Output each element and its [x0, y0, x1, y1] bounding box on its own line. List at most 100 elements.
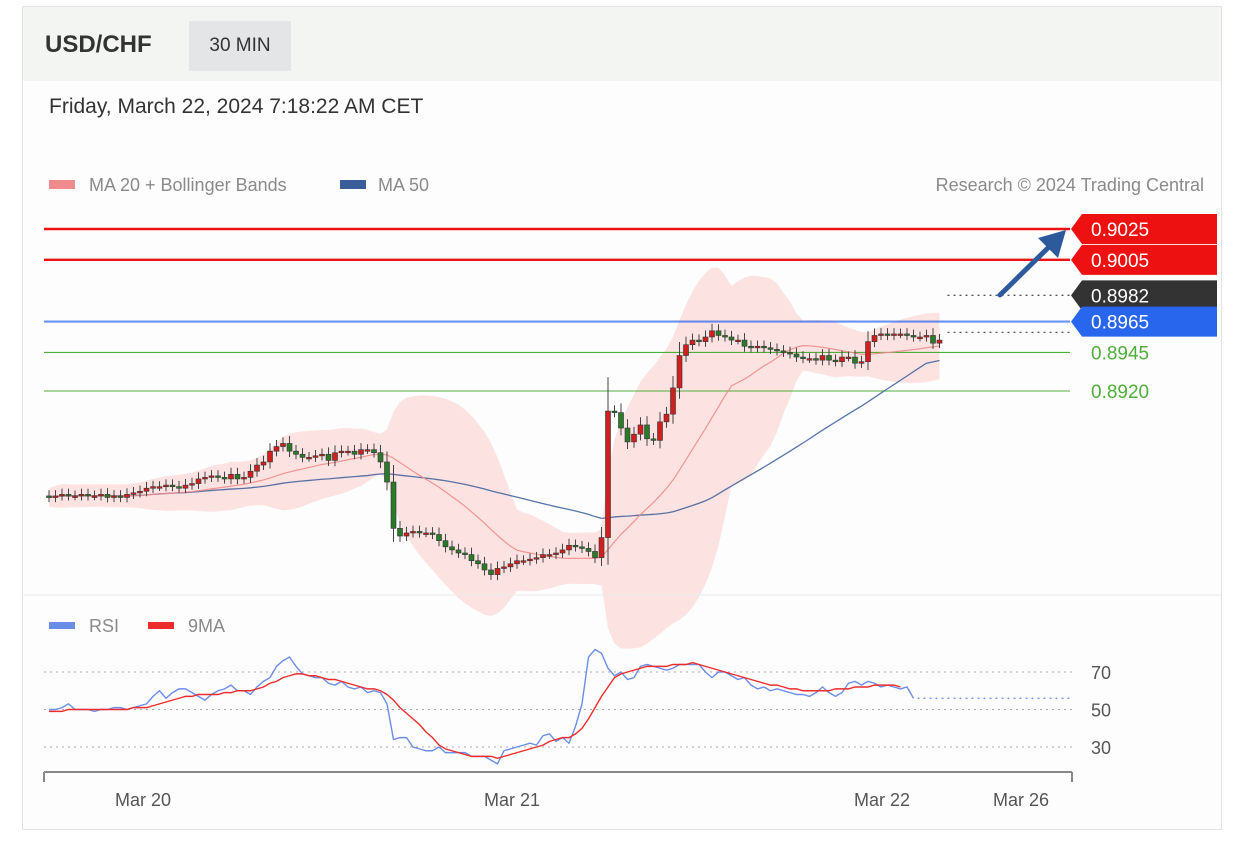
candle-body: [683, 344, 689, 356]
ma20-line: [48, 345, 940, 560]
candle-body: [865, 341, 871, 362]
candle-body: [78, 494, 85, 497]
candle-body: [663, 413, 670, 423]
candle-body: [611, 410, 618, 413]
candle-body: [475, 560, 481, 565]
support-level-label: 0.8920: [1091, 382, 1149, 403]
candle-body: [371, 449, 377, 454]
candle-body: [436, 534, 442, 541]
candle-body: [416, 531, 423, 534]
candle-body: [273, 446, 280, 452]
candle-body: [241, 477, 247, 480]
candle-body: [150, 486, 156, 489]
candle-body: [364, 449, 371, 452]
candle-body: [540, 554, 546, 558]
resistance-level-label: 0.9025: [1091, 220, 1149, 241]
candle-body: [332, 452, 338, 461]
rsi-ma-legend-label: 9MA: [188, 616, 225, 636]
candle-body: [325, 453, 332, 461]
candle-body: [254, 464, 260, 472]
candle-body: [104, 494, 111, 498]
support-level-label: 0.8945: [1091, 343, 1149, 364]
candle-body: [390, 481, 397, 529]
candle-body: [936, 339, 943, 344]
candle-body: [553, 552, 559, 555]
timestamp: Friday, March 22, 2024 7:18:22 AM CET: [49, 95, 424, 118]
candle-body: [676, 355, 683, 389]
candle-body: [423, 532, 429, 535]
x-tick-label: Mar 22: [854, 790, 910, 810]
pivot-level-tag: [1071, 306, 1217, 337]
candle-body: [871, 335, 878, 342]
timeframe-badge[interactable]: 30 MIN: [189, 21, 291, 71]
x-tick-label: Mar 26: [993, 790, 1049, 810]
candle-body: [286, 443, 293, 452]
candle-body: [481, 563, 488, 571]
candle-body: [221, 477, 228, 480]
candle-body: [182, 484, 189, 489]
resistance-level-label: 0.9005: [1091, 251, 1149, 272]
candle-body: [696, 339, 702, 342]
candle-body: [514, 560, 520, 565]
key-levels: [44, 227, 1070, 392]
header-bar: USD/CHF 30 MIN: [23, 7, 1221, 81]
ma50-legend-label: MA 50: [378, 175, 429, 195]
candle-body: [442, 540, 449, 548]
candle-body: [124, 494, 130, 498]
candle-body: [793, 353, 800, 358]
candle-body: [293, 450, 299, 455]
candle-body: [520, 560, 527, 563]
candle-body: [228, 474, 234, 480]
candle-body: [176, 486, 182, 489]
candle-body: [761, 345, 767, 349]
candle-body: [169, 484, 176, 488]
rsi-tick-label: 50: [1091, 701, 1111, 721]
candle-body: [546, 554, 553, 557]
candle-body: [319, 453, 325, 457]
candle-body: [260, 461, 267, 466]
candle-body: [806, 358, 813, 361]
candle-body: [839, 356, 845, 362]
candle-body: [910, 335, 917, 338]
candle-body: [195, 478, 202, 484]
rsi-tick-label: 30: [1091, 738, 1111, 758]
x-axis: Mar 20 Mar 21 Mar 22 Mar 26: [43, 771, 1073, 810]
candle-body: [202, 477, 208, 480]
candle-body: [189, 483, 195, 486]
resistance-level-tag: [1071, 214, 1217, 244]
candle-body: [312, 455, 319, 458]
candle-body: [819, 355, 826, 361]
candle-body: [709, 330, 715, 338]
candle-body: [98, 494, 104, 497]
arrow-head: [1038, 230, 1066, 258]
candle-body: [897, 333, 904, 336]
x-tick-label: Mar 21: [484, 790, 540, 810]
candle-body: [59, 494, 65, 497]
candle-body: [858, 361, 865, 364]
candle-body: [377, 452, 384, 463]
candle-body: [267, 450, 273, 463]
candlesticks: [46, 323, 943, 581]
candle-body: [715, 330, 722, 336]
candle-body: [657, 421, 663, 441]
candle-body: [566, 544, 572, 551]
arrow-shaft: [997, 240, 1056, 298]
candle-body: [774, 349, 780, 352]
candle-body: [338, 450, 345, 454]
candle-body: [306, 457, 312, 460]
candle-body: [631, 433, 637, 443]
candle-body: [449, 546, 455, 551]
candle-body: [592, 551, 598, 558]
current-level-label: 0.8982: [1091, 286, 1149, 307]
candle-body: [852, 356, 858, 364]
candle-body: [455, 549, 462, 554]
candle-body: [65, 494, 72, 497]
candle-body: [462, 552, 468, 555]
candle-body: [884, 333, 891, 336]
candle-body: [813, 358, 819, 361]
candle-body: [598, 537, 605, 558]
candle-body: [767, 347, 774, 350]
candle-body: [728, 336, 735, 341]
candle-body: [215, 475, 221, 478]
